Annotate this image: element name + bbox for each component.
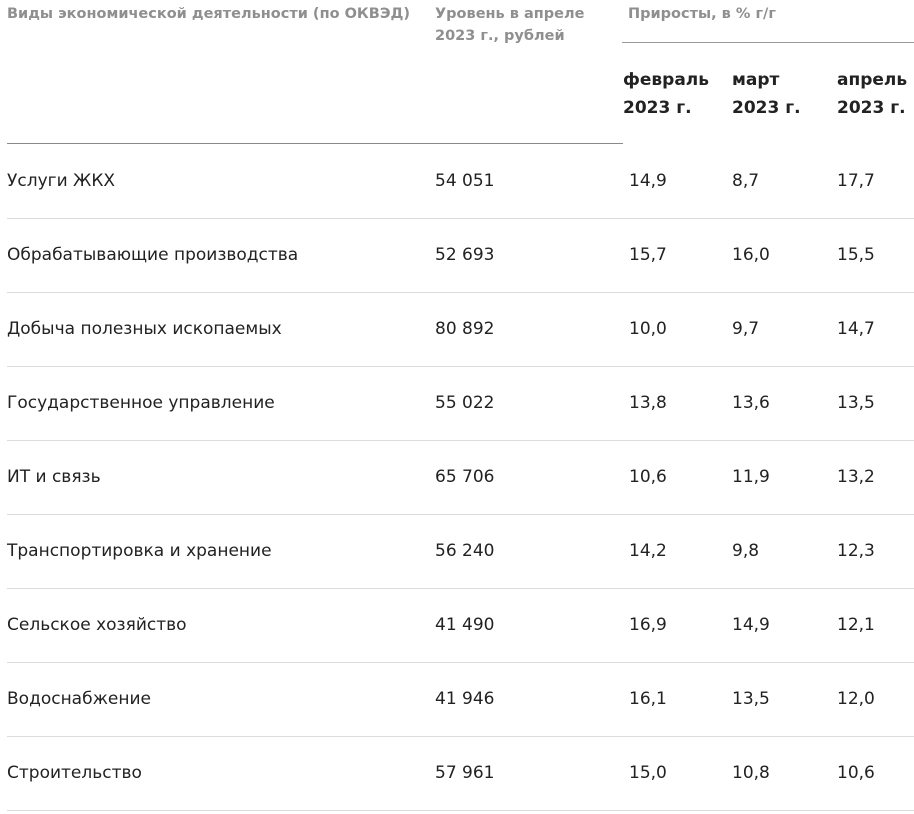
column-header-april: апрель 2023 г. xyxy=(837,70,908,118)
row-growth-feb: 13,8 xyxy=(629,393,667,413)
row-growth-apr: 17,7 xyxy=(837,171,875,191)
row-name: Строительство xyxy=(7,763,142,783)
header-divider xyxy=(622,42,914,43)
header-divider xyxy=(7,143,623,144)
row-growth-feb: 16,1 xyxy=(629,689,667,709)
row-growth-feb: 10,0 xyxy=(629,319,667,339)
row-level: 57 961 xyxy=(435,763,495,783)
row-growth-mar: 16,0 xyxy=(732,245,770,265)
row-name: Услуги ЖКХ xyxy=(7,171,116,191)
column-header-growth: Приросты, в % г/г xyxy=(628,6,776,22)
table-row: Водоснабжение 41 946 16,1 13,5 12,0 xyxy=(7,663,914,737)
row-growth-mar: 8,7 xyxy=(732,171,760,191)
row-growth-apr: 15,5 xyxy=(837,245,875,265)
row-growth-mar: 10,8 xyxy=(732,763,770,783)
row-growth-apr: 12,3 xyxy=(837,541,875,561)
row-level: 54 051 xyxy=(435,171,495,191)
row-growth-feb: 15,0 xyxy=(629,763,667,783)
row-growth-apr: 12,1 xyxy=(837,615,875,635)
table-row: Добыча полезных ископаемых 80 892 10,0 9,7 1… xyxy=(7,293,914,367)
row-growth-apr: 13,2 xyxy=(837,467,875,487)
row-growth-mar: 9,7 xyxy=(732,319,760,339)
table-row: Обрабатывающие производства 52 693 15,7 16,… xyxy=(7,219,914,293)
row-name: Транспортировка и хранение xyxy=(7,541,272,561)
row-name: Обрабатывающие производства xyxy=(7,245,299,265)
row-growth-feb: 15,7 xyxy=(629,245,667,265)
row-growth-apr: 10,6 xyxy=(837,763,875,783)
row-growth-apr: 14,7 xyxy=(837,319,875,339)
row-growth-mar: 14,9 xyxy=(732,615,770,635)
table-row: Сельское хозяйство 41 490 16,9 14,9 12,1 xyxy=(7,589,914,663)
row-level: 41 946 xyxy=(435,689,495,709)
column-header-march: март 2023 г. xyxy=(732,70,801,118)
row-growth-apr: 13,5 xyxy=(837,393,875,413)
row-level: 65 706 xyxy=(435,467,495,487)
column-header-level: Уровень в апреле 2023 г., рублей xyxy=(435,6,585,44)
row-growth-feb: 14,2 xyxy=(629,541,667,561)
column-header-february: февраль 2023 г. xyxy=(623,70,709,118)
row-growth-feb: 16,9 xyxy=(629,615,667,635)
table-row: Транспортировка и хранение 56 240 14,2 9,8 1… xyxy=(7,515,914,589)
row-growth-mar: 13,5 xyxy=(732,689,770,709)
row-growth-mar: 9,8 xyxy=(732,541,760,561)
table-row: Услуги ЖКХ 54 051 14,9 8,7 17,7 xyxy=(7,145,914,219)
row-name: Сельское хозяйство xyxy=(7,615,187,635)
row-growth-feb: 10,6 xyxy=(629,467,667,487)
row-growth-apr: 12,0 xyxy=(837,689,875,709)
row-growth-mar: 11,9 xyxy=(732,467,770,487)
row-level: 80 892 xyxy=(435,319,495,339)
row-name: Государственное управление xyxy=(7,393,275,413)
row-growth-feb: 14,9 xyxy=(629,171,667,191)
row-level: 41 490 xyxy=(435,615,495,635)
row-level: 56 240 xyxy=(435,541,495,561)
column-header-activity-type: Виды экономической деятельности (по ОКВЭ… xyxy=(7,6,411,22)
row-level: 52 693 xyxy=(435,245,495,265)
table-row: Государственное управление 55 022 13,8 13,6… xyxy=(7,367,914,441)
table-row: ИТ и связь 65 706 10,6 11,9 13,2 xyxy=(7,441,914,515)
row-name: ИТ и связь xyxy=(7,467,101,487)
row-growth-mar: 13,6 xyxy=(732,393,770,413)
row-name: Водоснабжение xyxy=(7,689,151,709)
table-row: Строительство 57 961 15,0 10,8 10,6 xyxy=(7,737,914,811)
row-name: Добыча полезных ископаемых xyxy=(7,319,282,339)
row-level: 55 022 xyxy=(435,393,495,413)
